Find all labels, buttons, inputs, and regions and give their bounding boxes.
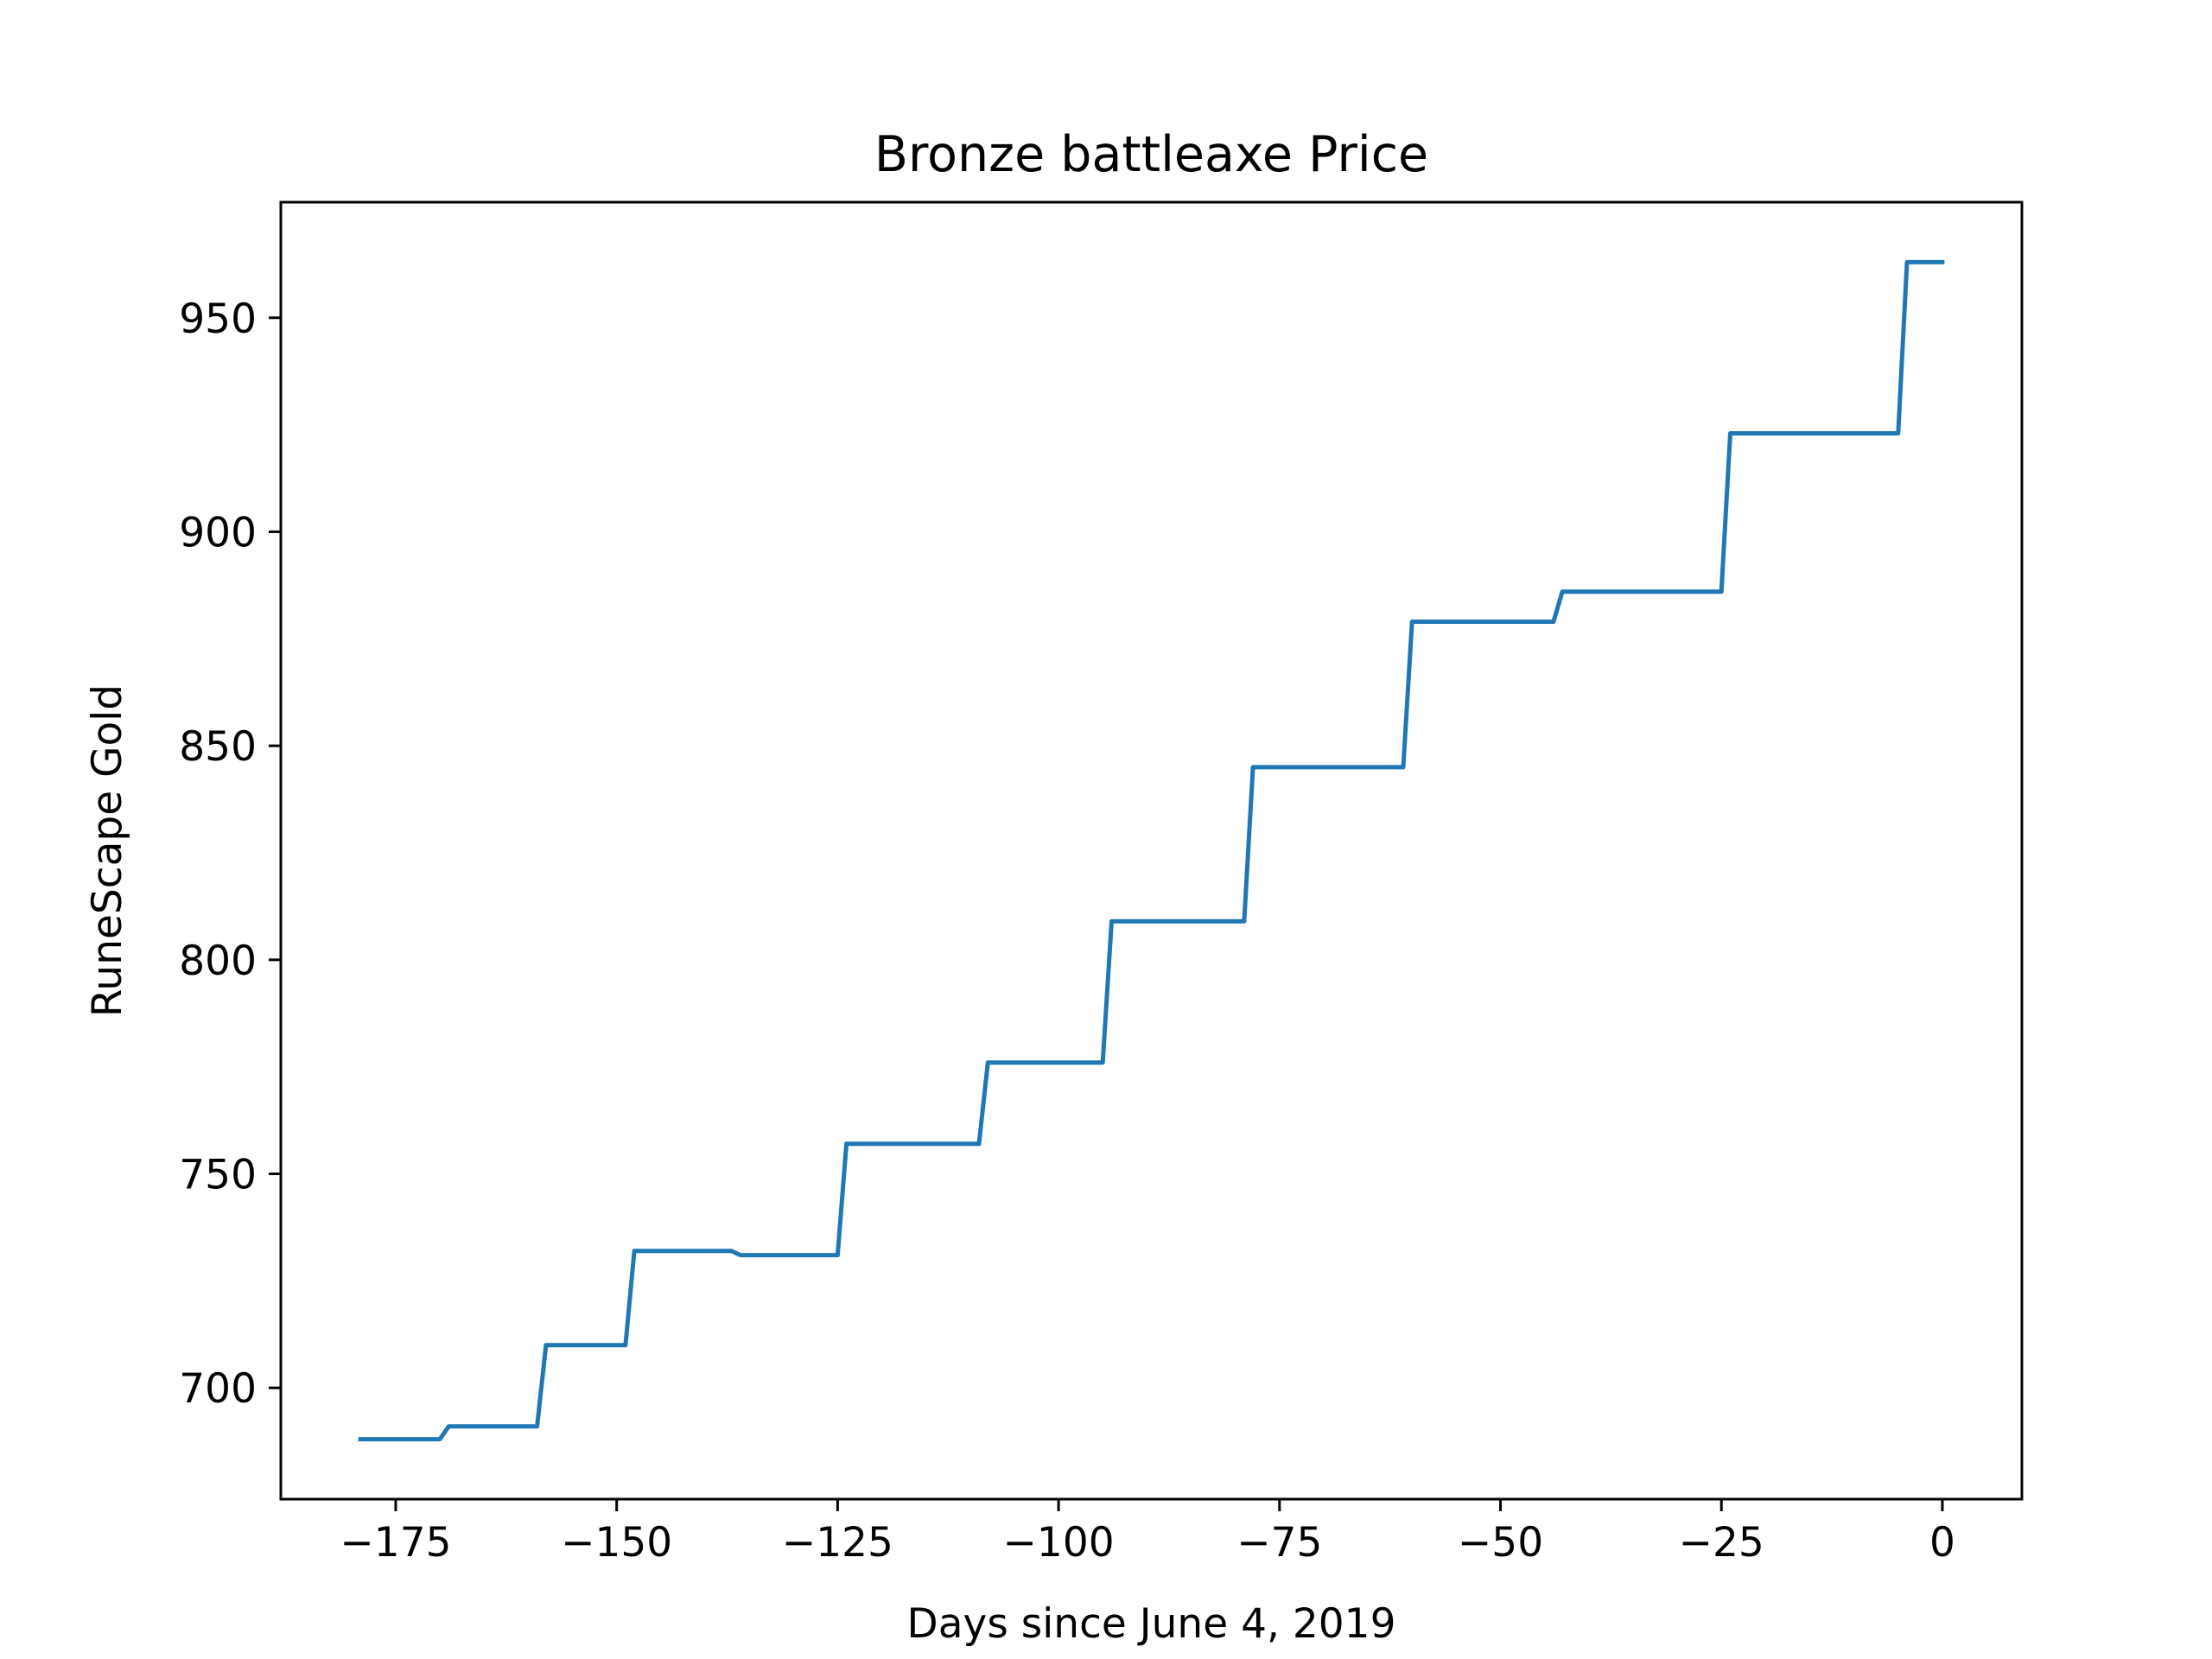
series-line [358, 259, 1945, 1442]
y-tick-label: 750 [179, 1152, 257, 1199]
x-tick-label: −100 [1003, 1519, 1115, 1567]
x-axis-label: Days since June 4, 2019 [907, 1600, 1396, 1648]
x-tick-label: −150 [561, 1519, 672, 1567]
x-tick-label: 0 [1929, 1519, 1955, 1567]
ticks-layer: −175 −150 −125 −100 −75 −50 −25 0 700 750 800 850 90… [179, 296, 1955, 1567]
chart-title: Bronze battleaxe Price [874, 126, 1428, 183]
x-tick-label: −125 [782, 1519, 893, 1567]
y-tick-label: 900 [179, 509, 257, 556]
x-tick-label: −50 [1458, 1519, 1543, 1567]
y-axis-label: RuneScape Gold [84, 684, 131, 1017]
x-tick-label: −25 [1679, 1519, 1764, 1567]
series-layer [358, 259, 1945, 1442]
y-tick-label: 950 [179, 296, 257, 343]
x-tick-label: −75 [1236, 1519, 1322, 1567]
x-tick-label: −175 [340, 1519, 451, 1567]
y-tick-label: 800 [179, 938, 257, 985]
y-tick-label: 850 [179, 723, 257, 771]
plot-frame [279, 200, 2024, 1501]
y-tick-label: 700 [179, 1365, 257, 1413]
